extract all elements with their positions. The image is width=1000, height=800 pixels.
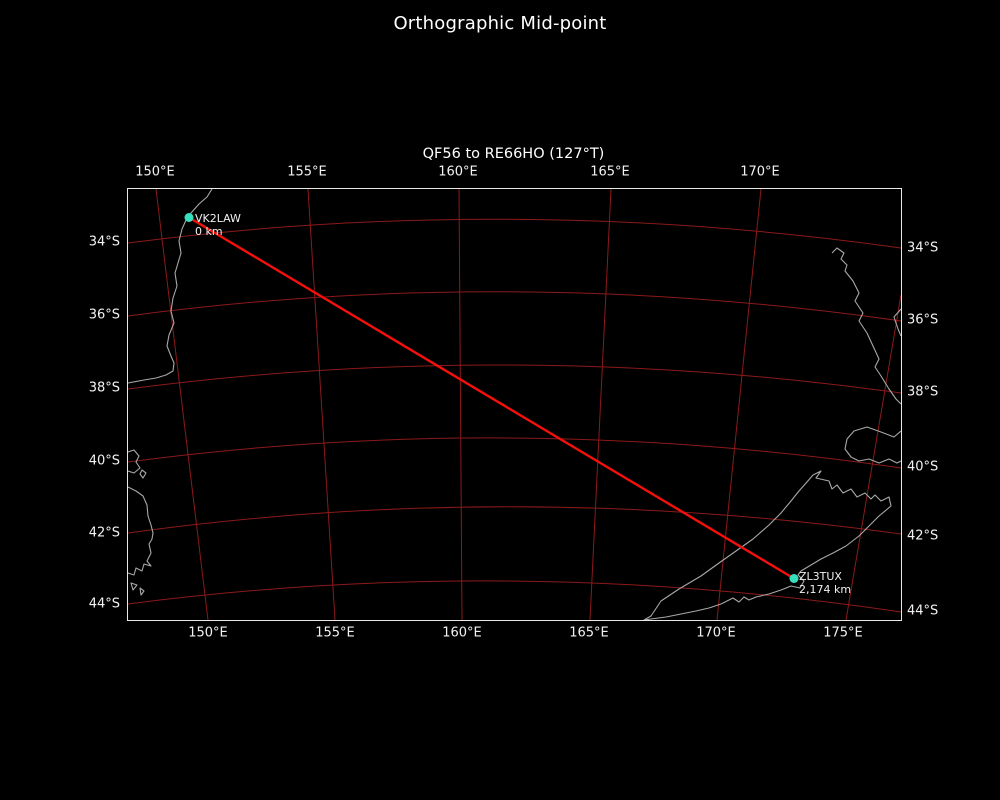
tick-label-bottom: 175°E xyxy=(823,625,863,641)
station-marker-vk2law xyxy=(184,213,194,222)
great-circle-path xyxy=(187,216,796,580)
coastline xyxy=(893,308,901,337)
tick-label-right: 44°S xyxy=(907,603,939,619)
coastline xyxy=(139,469,147,479)
tick-label-left: 38°S xyxy=(88,380,120,396)
graticule-parallel xyxy=(128,291,901,322)
tick-label-right: 34°S xyxy=(907,240,939,256)
coastline xyxy=(831,247,901,405)
tick-label-top: 165°E xyxy=(590,164,630,180)
tick-label-right: 36°S xyxy=(907,312,939,328)
station-callsign: ZL3TUX xyxy=(799,570,842,583)
tick-label-left: 44°S xyxy=(88,596,120,612)
point-label-vk2law: VK2LAW 0 km xyxy=(195,212,241,238)
station-distance: 0 km xyxy=(195,225,223,238)
tick-label-bottom: 155°E xyxy=(315,625,355,641)
graticule-meridian xyxy=(589,189,612,620)
coastline xyxy=(643,470,892,620)
tick-label-right: 42°S xyxy=(907,528,939,544)
tick-label-left: 40°S xyxy=(88,453,120,469)
graticule-parallel xyxy=(128,364,901,394)
coastline xyxy=(128,449,141,474)
tick-label-left: 34°S xyxy=(88,234,120,250)
tick-label-bottom: 150°E xyxy=(188,625,228,641)
coastline xyxy=(130,582,145,596)
map-subtitle: QF56 to RE66HO (127°T) xyxy=(422,146,605,162)
tick-label-top: 160°E xyxy=(438,164,478,180)
point-label-zl3tux: ZL3TUX 2,174 km xyxy=(799,570,851,596)
tick-label-left: 36°S xyxy=(88,307,120,323)
graticule-meridian xyxy=(716,189,762,620)
map-canvas xyxy=(128,189,901,620)
plot-area xyxy=(127,188,902,621)
graticule-meridian xyxy=(845,294,901,620)
tick-label-bottom: 160°E xyxy=(442,625,482,641)
tick-label-top: 150°E xyxy=(135,164,175,180)
station-marker-zl3tux xyxy=(789,574,799,583)
graticule-meridian xyxy=(155,189,209,620)
coastline xyxy=(844,426,901,464)
station-callsign: VK2LAW xyxy=(195,212,241,225)
graticule-parallel xyxy=(128,506,901,535)
tick-label-left: 42°S xyxy=(88,525,120,541)
station-distance: 2,174 km xyxy=(799,583,852,596)
tick-label-right: 38°S xyxy=(907,384,939,400)
graticule-meridian xyxy=(307,189,336,620)
coastline xyxy=(128,486,154,576)
graticule-parallel xyxy=(128,218,901,249)
graticule-parallel xyxy=(128,437,901,469)
graticule-parallel xyxy=(128,580,901,613)
tick-label-right: 40°S xyxy=(907,459,939,475)
tick-label-bottom: 165°E xyxy=(569,625,609,641)
tick-label-top: 155°E xyxy=(287,164,327,180)
figure-title: Orthographic Mid-point xyxy=(393,13,607,34)
graticule-meridian xyxy=(458,189,463,620)
tick-label-top: 170°E xyxy=(740,164,780,180)
tick-label-bottom: 170°E xyxy=(696,625,736,641)
